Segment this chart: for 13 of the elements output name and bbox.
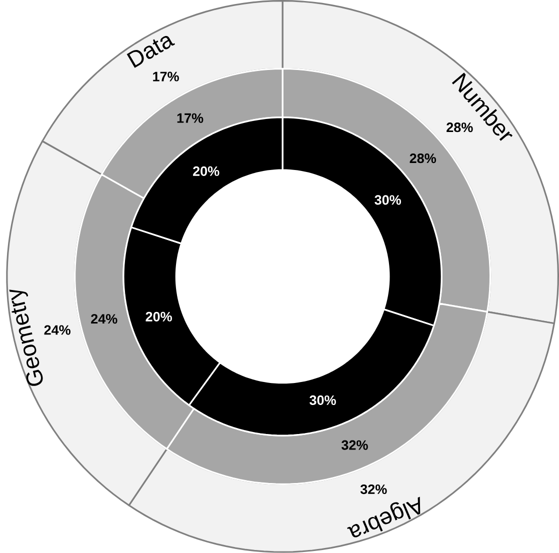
data-label: 17%	[153, 72, 179, 82]
data-label: 20%	[193, 166, 220, 176]
data-label: 17%	[177, 113, 204, 123]
data-label: 20%	[146, 312, 172, 322]
data-label: 30%	[374, 195, 401, 205]
slice-label: Data	[126, 36, 175, 68]
slice-label: Geometry	[9, 290, 43, 386]
data-label: 28%	[410, 154, 436, 164]
data-label: 24%	[44, 325, 70, 335]
data-label: 32%	[360, 484, 387, 494]
data-label: 24%	[91, 314, 118, 324]
data-label: 32%	[342, 440, 368, 450]
data-label: 30%	[310, 395, 336, 406]
